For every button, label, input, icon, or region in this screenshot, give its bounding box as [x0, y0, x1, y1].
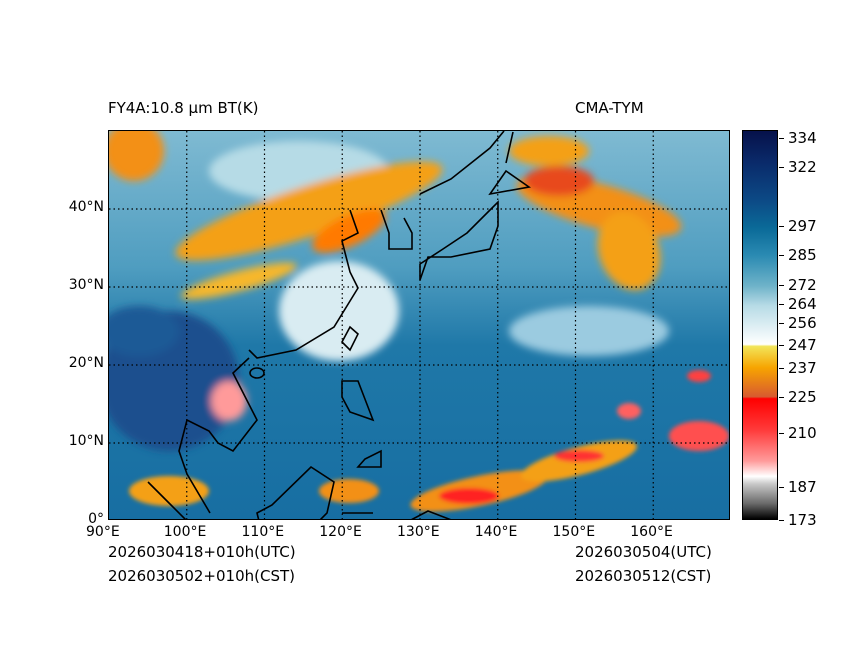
init-time-cst: 2026030502+010h(CST): [108, 567, 296, 585]
lat-tick-label: 30°N: [68, 277, 104, 293]
colorbar-tick-label: 272: [779, 276, 817, 294]
colorbar-tick-label: 256: [779, 314, 817, 332]
init-time-utc: 2026030418+010h(UTC): [108, 543, 296, 561]
lat-tick-label: 0°: [88, 511, 104, 527]
lon-tick-label: 100°E: [163, 524, 207, 540]
lon-tick-label: 150°E: [552, 524, 596, 540]
model-name: CMA-TYM: [575, 99, 644, 117]
colorbar-tick-label: 173: [779, 511, 817, 529]
colorbar-tick-label: 187: [779, 478, 817, 496]
colorbar-tick-label: 334: [779, 129, 817, 147]
lon-tick-label: 110°E: [241, 524, 285, 540]
lon-tick-label: 140°E: [474, 524, 518, 540]
figure-title: FY4A:10.8 µm BT(K): [108, 99, 259, 117]
colorbar-tick-label: 237: [779, 359, 817, 377]
colorbar-tick-label: 210: [779, 424, 817, 442]
colorbar: [742, 130, 778, 520]
satellite-map: [108, 130, 730, 520]
colorbar-tick-label: 322: [779, 158, 817, 176]
lon-tick-label: 130°E: [397, 524, 440, 540]
lat-tick-label: 40°N: [68, 199, 104, 215]
valid-time-cst: 2026030512(CST): [575, 567, 712, 585]
colorbar-tick-label: 264: [779, 295, 817, 313]
colorbar-tick-label: 225: [779, 388, 817, 406]
lon-tick-label: 160°E: [630, 524, 673, 540]
coastlines: [147, 131, 532, 519]
lat-tick-label: 10°N: [68, 433, 104, 449]
lon-tick-label: 90°E: [86, 524, 120, 540]
lon-tick-label: 120°E: [319, 524, 362, 540]
lat-tick-label: 20°N: [68, 355, 104, 371]
graticule: [109, 131, 729, 519]
valid-time-utc: 2026030504(UTC): [575, 543, 712, 561]
convective-cells: [129, 370, 729, 512]
colorbar-tick-label: 297: [779, 217, 817, 235]
map-canvas: [109, 131, 729, 519]
colorbar-tick-label: 285: [779, 246, 817, 264]
colorbar-tick-label: 247: [779, 336, 817, 354]
cloud-field: [109, 131, 682, 451]
